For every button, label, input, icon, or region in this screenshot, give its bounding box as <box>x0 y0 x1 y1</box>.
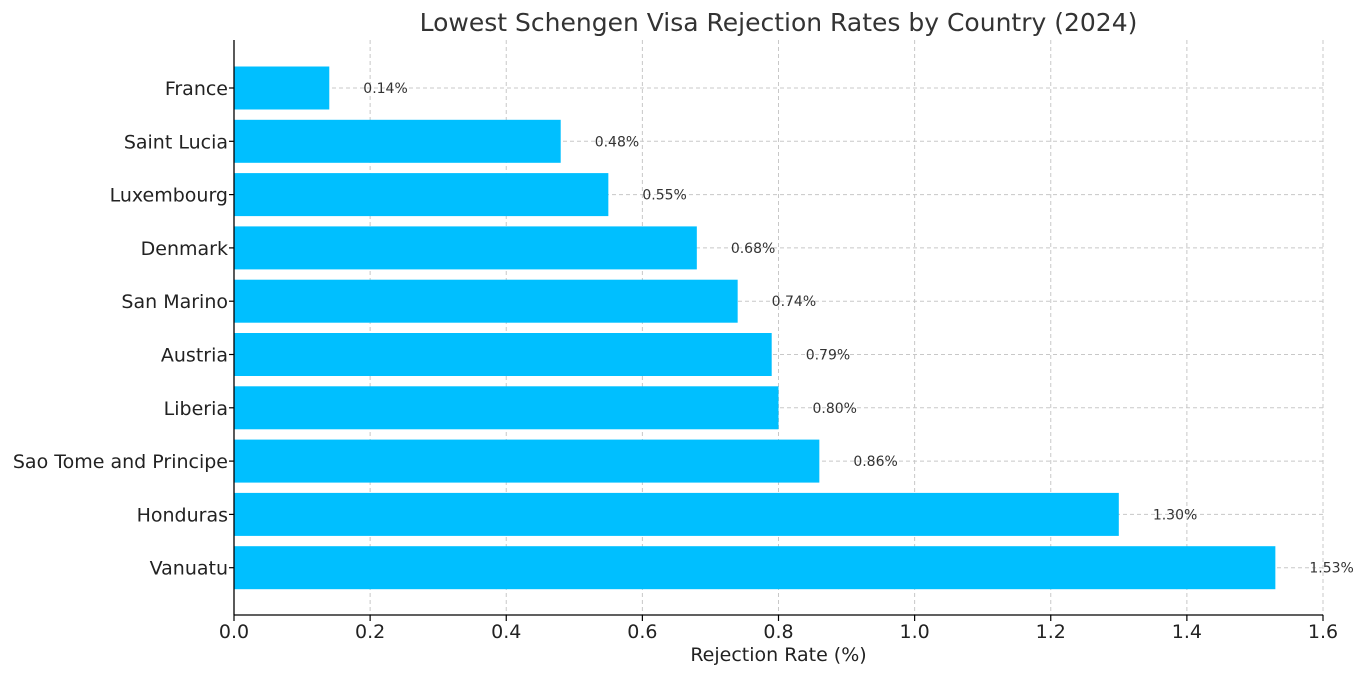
x-axis-title: Rejection Rate (%) <box>690 644 866 666</box>
data-labels: 0.14% 0.48% 0.55% 0.68% 0.74% 0.79% 0.80% 0.86%… <box>363 81 1354 577</box>
category-label: Sao Tome and Principe <box>13 451 228 473</box>
x-tick-label: 0.2 <box>355 621 385 643</box>
category-label: San Marino <box>121 291 228 313</box>
x-tick-label: 1.2 <box>1036 621 1066 643</box>
bar-value-label: 0.80% <box>813 401 857 417</box>
x-tick-label: 0.6 <box>627 621 657 643</box>
bar-value-label: 0.74% <box>772 294 816 310</box>
bar <box>234 279 738 323</box>
x-tick-label: 0.0 <box>219 621 249 643</box>
category-label: France <box>165 78 228 100</box>
bar-value-label: 0.86% <box>853 454 897 470</box>
bar <box>234 119 561 163</box>
bar-value-label: 0.48% <box>595 134 639 150</box>
bar <box>234 66 330 110</box>
x-tick-label: 1.0 <box>900 621 930 643</box>
category-label: Saint Lucia <box>124 131 228 153</box>
category-label: Liberia <box>164 398 228 420</box>
bar <box>234 173 609 217</box>
category-label: Luxembourg <box>110 185 228 207</box>
bar-value-label: 0.55% <box>642 188 686 204</box>
category-label: Austria <box>161 345 228 367</box>
bar <box>234 492 1119 536</box>
bars <box>234 66 1276 590</box>
axes: 0.0 0.2 0.4 0.6 0.8 1.0 1.2 1.4 1.6 France Saint L… <box>13 40 1338 643</box>
x-tick-label: 1.6 <box>1308 621 1338 643</box>
category-label: Vanuatu <box>150 558 228 580</box>
category-label: Denmark <box>141 238 228 260</box>
x-tick-label: 0.4 <box>491 621 521 643</box>
bar-value-label: 1.53% <box>1309 561 1353 577</box>
bar-value-label: 1.30% <box>1153 507 1197 523</box>
chart-title: Lowest Schengen Visa Rejection Rates by … <box>420 8 1138 37</box>
bar-value-label: 0.68% <box>731 241 775 257</box>
bar <box>234 386 779 430</box>
bar-value-label: 0.14% <box>363 81 407 97</box>
x-tick-label: 0.8 <box>763 621 793 643</box>
bar-value-label: 0.79% <box>806 348 850 364</box>
bar <box>234 226 697 270</box>
x-tick-label: 1.4 <box>1172 621 1202 643</box>
category-label: Honduras <box>137 504 228 526</box>
bar <box>234 439 820 483</box>
bar <box>234 333 772 376</box>
bar <box>234 546 1276 590</box>
